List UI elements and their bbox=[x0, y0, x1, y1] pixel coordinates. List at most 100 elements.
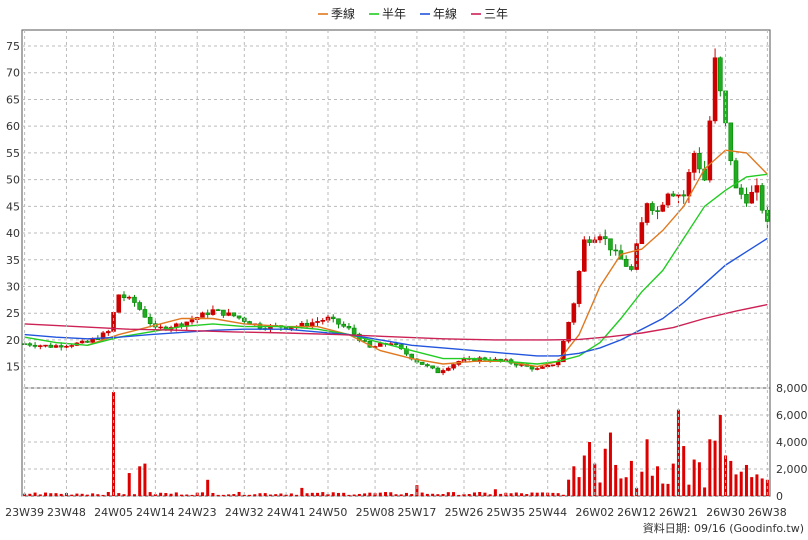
volume-bar bbox=[28, 493, 32, 496]
candle-body bbox=[210, 309, 216, 315]
candle-body bbox=[116, 294, 122, 313]
candle-body bbox=[315, 321, 320, 323]
volume-bar bbox=[682, 446, 686, 496]
volume-bar bbox=[352, 494, 356, 496]
volume-bar bbox=[216, 494, 220, 496]
candle-body bbox=[226, 312, 231, 316]
volume-bar bbox=[185, 494, 189, 496]
volume-bar bbox=[237, 491, 241, 496]
volume-bar bbox=[739, 471, 743, 496]
candle-body bbox=[749, 191, 754, 204]
x-tick-label: 24W41 bbox=[267, 506, 306, 519]
volume-bar bbox=[614, 464, 618, 496]
candle-body bbox=[336, 318, 341, 325]
price-tick-label: 30 bbox=[6, 280, 20, 293]
candle-body bbox=[231, 312, 237, 317]
volume-bar bbox=[248, 494, 252, 496]
candle-body bbox=[27, 343, 33, 346]
candle-body bbox=[137, 302, 142, 310]
candle-body bbox=[236, 315, 242, 319]
volume-bar bbox=[635, 487, 639, 496]
volume-bar bbox=[85, 494, 89, 496]
volume-bar bbox=[117, 493, 121, 496]
volume-bar bbox=[49, 493, 53, 496]
legend-label: 半年 bbox=[382, 7, 406, 21]
candle-body bbox=[64, 345, 69, 348]
price-tick-label: 40 bbox=[6, 227, 20, 240]
volume-bar bbox=[242, 494, 246, 496]
volume-bar bbox=[274, 494, 278, 496]
volume-bar bbox=[535, 492, 539, 496]
volume-bar bbox=[760, 478, 764, 496]
candle-body bbox=[707, 120, 713, 181]
volume-bar bbox=[478, 491, 482, 496]
volume-bar bbox=[394, 494, 398, 496]
volume-bar bbox=[164, 493, 168, 496]
candle-body bbox=[121, 294, 127, 298]
candle-body bbox=[665, 193, 671, 206]
candle-body bbox=[435, 367, 441, 374]
candle-body bbox=[341, 323, 346, 327]
candle-body bbox=[53, 345, 59, 348]
volume-bar bbox=[661, 483, 665, 496]
volume-bar bbox=[525, 494, 529, 496]
volume-bar bbox=[697, 462, 701, 496]
candle-body bbox=[660, 204, 666, 212]
price-tick-label: 65 bbox=[6, 93, 20, 106]
volume-bar bbox=[232, 494, 236, 496]
volume-bar bbox=[336, 492, 340, 496]
volume-bar bbox=[75, 493, 79, 496]
volume-bar bbox=[520, 493, 524, 496]
candle-body bbox=[738, 187, 744, 195]
candle-body bbox=[58, 345, 64, 348]
volume-tick-label: 6,000 bbox=[776, 409, 808, 422]
volume-bar bbox=[211, 492, 215, 496]
candle-body bbox=[691, 153, 697, 173]
candle-body bbox=[634, 243, 639, 270]
volume-bar bbox=[289, 493, 293, 496]
volume-bar bbox=[666, 483, 670, 496]
ma-line bbox=[24, 237, 768, 357]
candle-body bbox=[419, 361, 425, 365]
price-tick-label: 50 bbox=[6, 174, 20, 187]
x-tick-label: 25W26 bbox=[445, 506, 484, 519]
volume-bar bbox=[368, 492, 372, 496]
price-tick-label: 45 bbox=[6, 200, 20, 213]
candle-body bbox=[723, 90, 728, 124]
volume-bar bbox=[80, 493, 84, 496]
ma-line bbox=[24, 173, 768, 365]
volume-bar bbox=[342, 492, 346, 496]
candle-body bbox=[351, 327, 357, 335]
legend: 季線 半年 年線 三年 bbox=[318, 6, 508, 21]
volume-bar bbox=[227, 494, 231, 496]
candle-body bbox=[440, 370, 446, 374]
x-tick-label: 24W14 bbox=[136, 506, 175, 519]
candle-body bbox=[670, 193, 676, 197]
x-tick-label: 25W17 bbox=[397, 506, 436, 519]
candle-body bbox=[43, 344, 48, 347]
candle-body bbox=[69, 345, 74, 347]
volume-bar bbox=[713, 440, 717, 496]
legend-label: 年線 bbox=[433, 6, 457, 21]
volume-bar bbox=[567, 479, 571, 496]
candle-body bbox=[529, 365, 535, 370]
volume-bar bbox=[446, 492, 450, 496]
candle-body bbox=[744, 194, 749, 204]
volume-tick-label: 4,000 bbox=[776, 436, 808, 449]
price-tick-label: 35 bbox=[6, 254, 20, 267]
volume-bar bbox=[200, 492, 204, 496]
volume-bar bbox=[708, 439, 712, 496]
candle-body bbox=[602, 236, 608, 240]
volume-bar bbox=[221, 494, 225, 496]
volume-bar bbox=[263, 493, 267, 496]
volume-bar bbox=[561, 494, 565, 496]
candle-body bbox=[712, 57, 718, 122]
volume-bar bbox=[692, 459, 696, 496]
price-tick-label: 55 bbox=[6, 147, 20, 160]
candle-body bbox=[644, 203, 650, 223]
volume-bar bbox=[598, 482, 602, 496]
volume-bar bbox=[718, 415, 722, 496]
volume-bar bbox=[452, 492, 456, 496]
